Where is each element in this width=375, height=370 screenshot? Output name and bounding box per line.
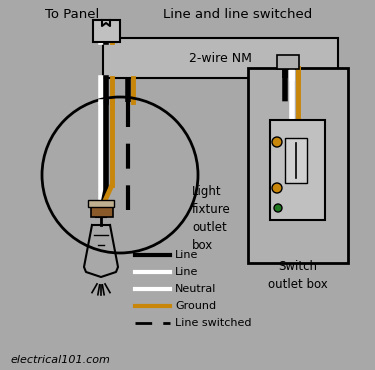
Bar [248, 68, 348, 263]
Text: Neutral: Neutral [175, 284, 216, 294]
Text: Line: Line [175, 267, 198, 277]
Text: 2-wire NM: 2-wire NM [189, 51, 251, 64]
Text: electrical101.com: electrical101.com [10, 355, 110, 365]
Text: Switch
outlet box: Switch outlet box [268, 260, 328, 291]
Text: Line switched: Line switched [175, 318, 252, 328]
Text: To Panel: To Panel [45, 9, 99, 21]
Circle shape [274, 204, 282, 212]
Circle shape [272, 183, 282, 193]
Bar [277, 55, 299, 69]
Bar [103, 38, 338, 78]
Text: Ground: Ground [175, 301, 216, 311]
Bar [270, 120, 325, 220]
Bar [91, 205, 113, 217]
Text: Line: Line [175, 250, 198, 260]
Bar [93, 20, 120, 42]
Bar [88, 200, 114, 207]
Text: Line and line switched: Line and line switched [164, 9, 313, 21]
Bar [285, 138, 307, 183]
Circle shape [272, 137, 282, 147]
Text: Light
fixture
outlet
box: Light fixture outlet box [192, 185, 231, 252]
